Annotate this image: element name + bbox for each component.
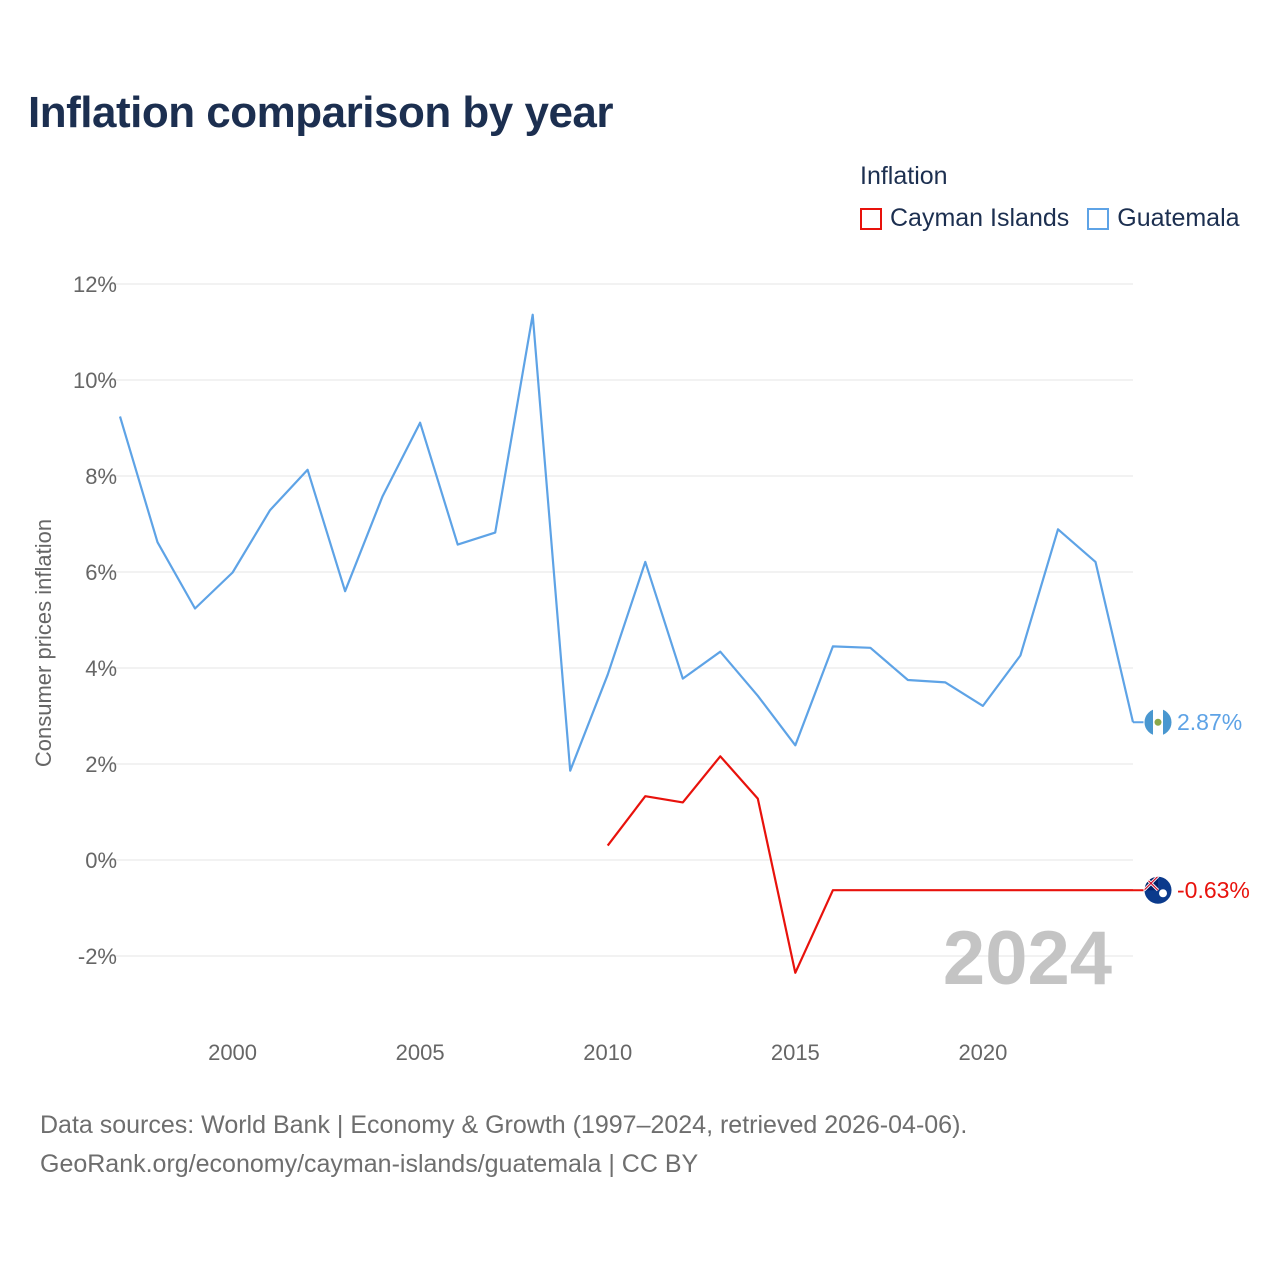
series-line-cayman-islands (606, 755, 1133, 974)
y-tick-label: 4% (85, 656, 117, 681)
legend-item-guatemala[interactable]: Guatemala (1087, 204, 1240, 233)
footer: Data sources: World Bank | Economy & Gro… (40, 1106, 967, 1184)
legend-swatch-cayman-islands (860, 207, 882, 230)
series-line-guatemala (118, 313, 1135, 772)
x-tick-label: 2020 (958, 1040, 1007, 1065)
x-tick-label: 2015 (771, 1040, 820, 1065)
y-axis-label: Consumer prices inflation (31, 519, 56, 767)
end-label-guatemala: 2.87% (1177, 709, 1242, 735)
grid-lines (100, 283, 1133, 957)
y-tick-label: 12% (73, 272, 117, 297)
end-label-cayman-islands: -0.63% (1177, 877, 1250, 903)
page-title: Inflation comparison by year (28, 88, 614, 137)
y-tick-labels: -2% 0% 2% 4% 6% 8% 10% 12% (73, 272, 117, 969)
y-tick-label: 6% (85, 560, 117, 585)
legend-label-guatemala: Guatemala (1117, 204, 1240, 232)
legend: Cayman Islands Guatemala (860, 204, 1258, 233)
footer-sources: Data sources: World Bank | Economy & Gro… (40, 1111, 968, 1139)
x-tick-labels: 2000 2005 2010 2015 2020 (208, 1040, 1007, 1065)
footer-link[interactable]: GeoRank.org/economy/cayman-islands/guate… (40, 1150, 699, 1178)
inflation-line-chart: -2% 0% 2% 4% 6% 8% 10% 12% 2000 2005 2010 2015 2020… (31, 272, 1250, 1065)
y-tick-label: 2% (85, 752, 117, 777)
x-tick-label: 2010 (583, 1040, 632, 1065)
x-tick-label: 2005 (396, 1040, 445, 1065)
series-end-markers: 2.87% -0.63% (1133, 707, 1250, 905)
legend-title: Inflation (860, 162, 948, 190)
flag-icon-cayman-islands (1143, 875, 1173, 905)
legend-item-cayman-islands[interactable]: Cayman Islands (860, 204, 1069, 233)
year-watermark: 2024 (943, 916, 1112, 1001)
legend-label-cayman-islands: Cayman Islands (890, 204, 1070, 232)
y-tick-label: 8% (85, 464, 117, 489)
legend-swatch-guatemala (1087, 207, 1110, 230)
x-tick-label: 2000 (208, 1040, 257, 1065)
y-tick-label: -2% (78, 944, 117, 969)
y-tick-label: 10% (73, 368, 117, 393)
series-lines (118, 313, 1135, 974)
flag-icon-guatemala (1143, 707, 1173, 737)
y-tick-label: 0% (85, 848, 117, 873)
